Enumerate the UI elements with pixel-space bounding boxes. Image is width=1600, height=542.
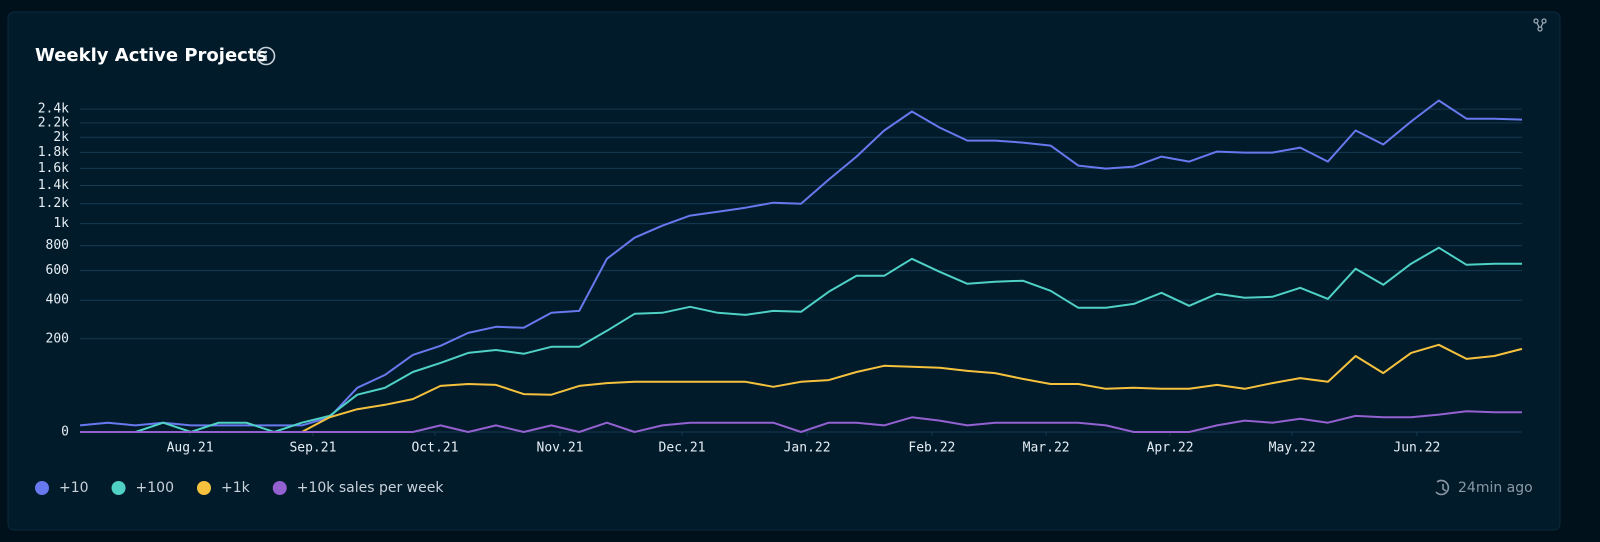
x-tick-label: Mar.22 (1023, 441, 1070, 456)
y-tick-label: 400 (46, 293, 69, 308)
legend-label: +100 (136, 480, 174, 496)
x-tick-label: Sep.21 (289, 441, 336, 456)
legend-item[interactable]: +100 (111, 480, 174, 496)
legend-swatch (35, 481, 49, 495)
x-tick-label: Aug.21 (167, 441, 214, 456)
y-tick-label: 600 (46, 263, 69, 278)
y-tick-label: 2.4k (38, 102, 69, 117)
legend-item[interactable]: +10k sales per week (272, 480, 445, 496)
legend-label: +1k (221, 480, 251, 496)
updated-indicator: 24min ago (1435, 479, 1533, 496)
legend-label: +10 (59, 480, 89, 496)
y-tick-label: 2.2k (38, 115, 69, 130)
x-tick-label: Nov.21 (537, 441, 584, 456)
series-line (79, 99, 1523, 427)
series-line (80, 343, 1523, 433)
legend-swatch (111, 481, 126, 495)
x-tick-label: Apr.22 (1147, 441, 1194, 456)
y-tick-label: 1.6k (38, 161, 69, 176)
series-line (80, 410, 1522, 433)
legend-swatch (197, 481, 211, 495)
x-tick-label: Jan.22 (784, 441, 831, 456)
legend-label: +10k sales per week (297, 480, 445, 496)
share-icon[interactable] (1533, 18, 1547, 32)
x-tick-label: Jun.22 (1393, 441, 1440, 456)
y-tick-label: 0 (61, 425, 69, 440)
legend-swatch (272, 481, 287, 495)
y-tick-label: 1.4k (38, 178, 69, 193)
y-tick-label: 200 (46, 331, 69, 346)
updated-text: 24min ago (1458, 480, 1533, 496)
info-icon[interactable] (256, 46, 276, 66)
x-tick-label: Feb.22 (908, 441, 955, 456)
legend-item[interactable]: +1k (197, 480, 251, 496)
y-tick-label: 800 (46, 238, 69, 253)
y-tick-label: 1.8k (38, 145, 69, 160)
legend-item[interactable]: +10 (35, 480, 89, 496)
x-tick-label: Dec.21 (659, 441, 706, 456)
y-tick-label: 2k (53, 130, 69, 145)
x-tick-label: May.22 (1269, 441, 1316, 456)
series-line (80, 246, 1522, 433)
x-tick-label: Oct.21 (411, 441, 458, 456)
y-tick-label: 1k (53, 216, 69, 231)
chart-title: Weekly Active Projects (35, 45, 267, 66)
y-tick-label: 1.2k (38, 196, 69, 211)
